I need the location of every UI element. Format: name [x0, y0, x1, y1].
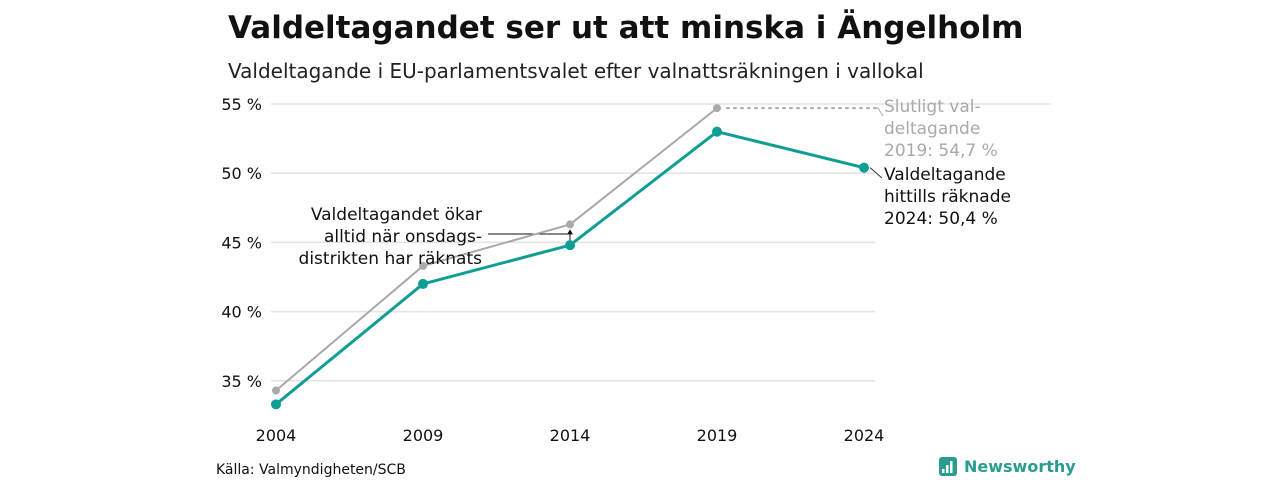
- y-tick-label: 40 %: [221, 303, 262, 322]
- x-tick-label: 2019: [697, 426, 738, 445]
- x-tick-label: 2004: [256, 426, 297, 445]
- final-label-line-3: 2019: 54,7 %: [884, 141, 998, 161]
- data-point-counted: [565, 240, 575, 251]
- note-line-1: Valdeltagandet ökar: [311, 205, 482, 225]
- x-tick-label: 2024: [844, 426, 885, 445]
- final-label-line-2: deltagande: [884, 119, 980, 139]
- note-line-2: alltid när onsdags-: [324, 227, 482, 247]
- chart-subtitle: Valdeltagande i EU-parlamentsvalet efter…: [228, 59, 924, 83]
- data-point-final: [419, 261, 427, 270]
- newsworthy-logo-icon: [939, 457, 957, 476]
- final-label-leader: [876, 107, 884, 117]
- data-point-counted: [271, 399, 281, 410]
- y-axis: 35 % 40 % 45 % 50 % 55 %: [221, 95, 262, 391]
- data-point-final: [272, 386, 280, 395]
- y-tick-label: 50 %: [221, 164, 262, 183]
- y-tick-label: 45 %: [221, 233, 262, 252]
- series-line-final: [275, 107, 718, 392]
- note-annotation: Valdeltagandet ökar alltid när onsdags- …: [299, 205, 483, 269]
- y-tick-label: 35 %: [221, 372, 262, 391]
- data-point-counted: [859, 162, 869, 173]
- brand-logo: Newsworthy: [939, 457, 1076, 476]
- data-point-final: [713, 104, 721, 113]
- x-tick-label: 2009: [403, 426, 444, 445]
- brand-name: Newsworthy: [964, 457, 1076, 476]
- counted-label-line-2: hittills räknade: [884, 187, 1011, 207]
- final-turnout-label: Slutligt val- deltagande 2019: 54,7 %: [884, 97, 998, 161]
- final-label-line-1: Slutligt val-: [884, 97, 981, 117]
- note-line-3: distrikten har räknats: [299, 249, 483, 269]
- counted-turnout-label: Valdeltagande hittills räknade 2024: 50,…: [884, 165, 1011, 229]
- series: [271, 104, 869, 410]
- note-arrowhead: [567, 229, 573, 235]
- x-tick-label: 2014: [550, 426, 591, 445]
- data-point-counted: [712, 126, 722, 137]
- counted-label-line-3: 2024: 50,4 %: [884, 209, 998, 229]
- counted-label-leader: [869, 167, 883, 179]
- counted-label-line-1: Valdeltagande: [884, 165, 1006, 185]
- y-tick-label: 55 %: [221, 95, 262, 114]
- source-text: Källa: Valmyndigheten/SCB: [216, 462, 406, 478]
- x-axis: 2004 2009 2014 2019 2024: [256, 426, 885, 445]
- data-point-final: [566, 220, 574, 229]
- chart-title: Valdeltagandet ser ut att minska i Ängel…: [228, 10, 1023, 46]
- annotation-lines: [488, 107, 884, 242]
- data-point-counted: [418, 278, 428, 289]
